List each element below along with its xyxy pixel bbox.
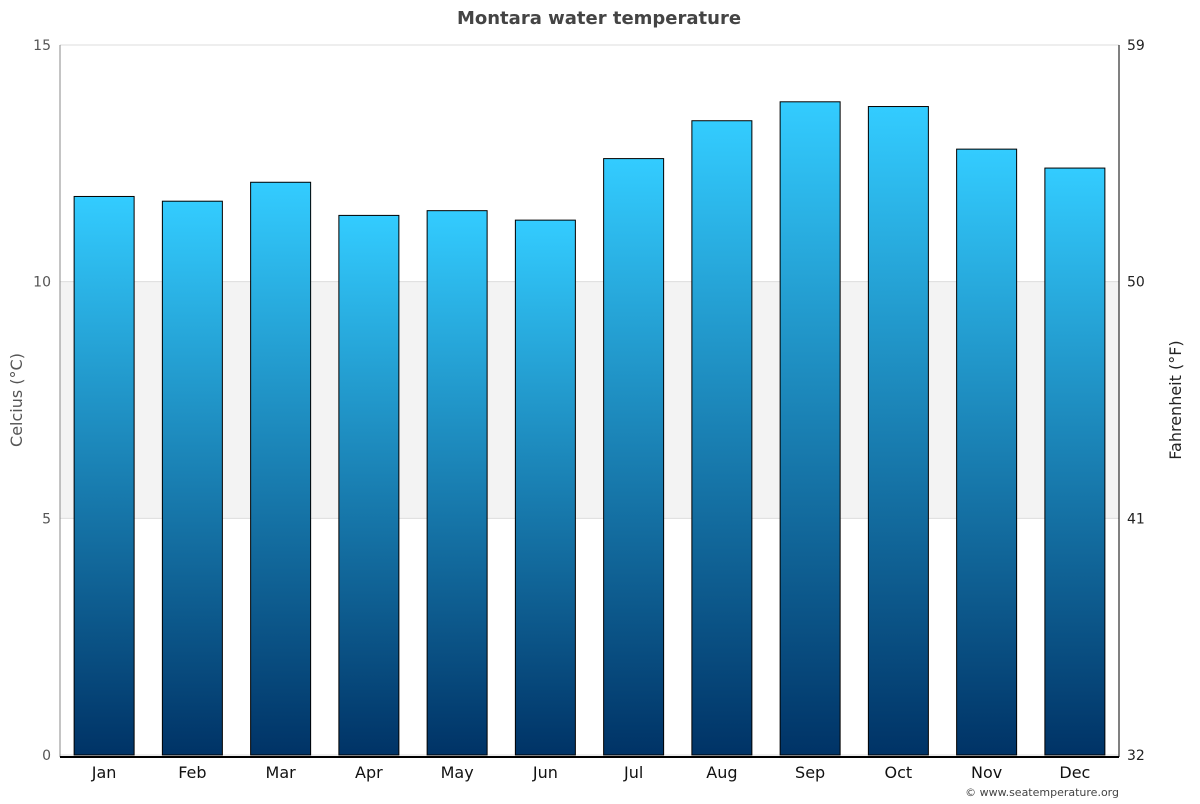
x-tick-label: May [441,763,474,782]
bar-dec[interactable] [1044,167,1106,756]
y-tick-label-right: 32 [1127,748,1145,764]
x-tick-label: Nov [971,763,1002,782]
bar-sep[interactable] [779,101,841,756]
credit: © www.seatemperature.org [965,786,1119,799]
bar-may[interactable] [426,210,488,756]
y-tick-label-left: 10 [33,275,51,291]
bar-feb[interactable] [161,200,223,756]
bar-jan[interactable] [73,195,135,756]
x-tick-label: Apr [355,763,383,782]
bar-jun[interactable] [514,219,576,756]
x-tick-label: Feb [178,763,206,782]
x-tick-label: Oct [885,763,913,782]
y-tick-label-right: 50 [1127,275,1145,291]
x-tick-label: Dec [1059,763,1090,782]
y-axis-label-left: Celcius (°C) [7,353,26,447]
bar-aug[interactable] [691,120,753,756]
bar-apr[interactable] [338,214,400,756]
chart-title: Montara water temperature [457,8,741,29]
bar-nov[interactable] [956,148,1018,756]
y-tick-label-left: 0 [42,748,51,764]
y-tick-label-left: 5 [42,511,51,527]
x-tick-label: Sep [795,763,825,782]
x-tick-label: Aug [706,763,737,782]
x-tick-label: Mar [266,763,297,782]
x-tick-label: Jun [532,763,558,782]
y-axis-label-right: Fahrenheit (°F) [1166,340,1185,459]
y-tick-label-right: 59 [1127,38,1145,54]
shaded-band [60,281,1119,519]
x-tick-label: Jan [91,763,117,782]
x-tick-label: Jul [623,763,643,782]
y-tick-label-left: 15 [33,38,51,54]
bar-mar[interactable] [250,181,312,756]
y-tick-label-right: 41 [1127,511,1145,527]
bar-jul[interactable] [603,158,665,756]
bar-oct[interactable] [867,106,929,756]
